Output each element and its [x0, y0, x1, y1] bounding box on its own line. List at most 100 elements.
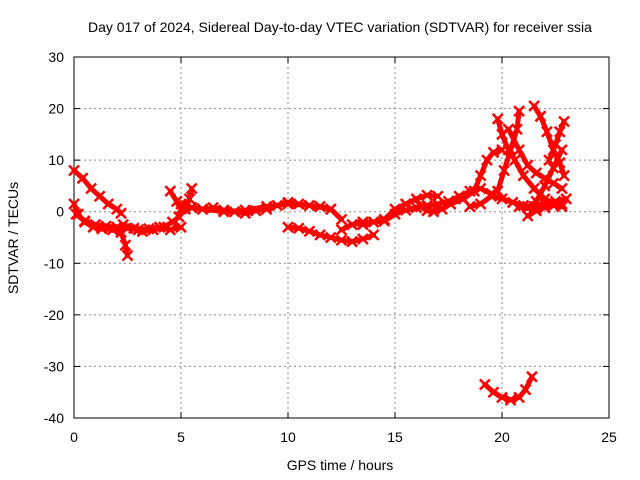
data-point — [183, 192, 196, 205]
data-point — [506, 196, 519, 209]
data-point — [421, 189, 433, 202]
data-point — [185, 201, 198, 214]
data-point — [496, 192, 508, 205]
data-point — [357, 233, 369, 245]
data-point — [175, 198, 187, 210]
data-point — [549, 138, 562, 151]
data-point — [502, 123, 515, 136]
data-point — [553, 125, 566, 138]
data-point — [76, 172, 89, 185]
x-tick-label: 10 — [280, 429, 296, 445]
data-point — [474, 169, 487, 182]
data-point — [102, 198, 115, 210]
data-point — [324, 203, 337, 216]
data-point — [117, 218, 130, 231]
data-point — [553, 156, 566, 169]
data-point — [530, 204, 543, 217]
data-point — [239, 207, 252, 220]
data-point — [217, 204, 230, 217]
data-point — [292, 198, 305, 210]
data-point — [367, 216, 380, 228]
data-point — [436, 203, 448, 216]
data-point — [558, 169, 570, 182]
data-point — [534, 110, 547, 123]
data-point — [496, 391, 508, 404]
data-point — [528, 182, 540, 195]
data-point — [164, 185, 177, 197]
y-axis-title: SDTVAR / TECUs — [5, 182, 21, 294]
y-tick-label: -10 — [44, 255, 64, 271]
data-point — [346, 235, 359, 248]
data-point — [207, 201, 219, 214]
data-point — [89, 218, 102, 231]
x-tick-label: 5 — [177, 429, 185, 445]
data-point — [427, 205, 440, 218]
data-point — [399, 204, 412, 217]
data-point — [282, 221, 294, 234]
y-tick-label: 0 — [56, 204, 64, 220]
data-point — [487, 146, 500, 159]
data-point — [468, 185, 481, 197]
x-tick-label: 15 — [387, 429, 403, 445]
data-point — [228, 205, 241, 218]
y-tick-label: 20 — [48, 101, 64, 117]
data-point — [303, 199, 316, 212]
data-point — [547, 199, 560, 212]
x-tick-label: 25 — [601, 429, 617, 445]
data-point — [410, 192, 423, 205]
data-point — [530, 195, 543, 208]
y-tick-label: -30 — [44, 358, 64, 374]
data-point — [68, 198, 80, 210]
data-point — [541, 125, 553, 138]
data-point — [504, 394, 517, 406]
data-point — [543, 154, 555, 167]
data-point — [335, 234, 348, 246]
data-point — [558, 115, 570, 128]
data-point — [157, 221, 170, 234]
data-marks — [68, 100, 573, 406]
data-point — [491, 113, 504, 125]
data-point — [530, 167, 543, 179]
data-point — [498, 164, 511, 177]
data-point — [303, 225, 316, 238]
data-point — [414, 200, 427, 213]
x-tick-label: 20 — [494, 429, 510, 445]
y-tick-label: 10 — [48, 152, 64, 168]
data-point — [556, 198, 568, 210]
data-point — [389, 208, 401, 221]
chart-title: Day 017 of 2024, Sidereal Day-to-day VTE… — [88, 19, 592, 35]
data-point — [70, 208, 83, 221]
data-point — [147, 223, 160, 236]
data-point — [292, 222, 305, 235]
data-point — [335, 223, 348, 236]
data-point — [185, 182, 198, 195]
data-point — [378, 215, 391, 227]
y-tick-label: -40 — [44, 410, 64, 426]
data-point — [556, 182, 568, 195]
data-point — [115, 207, 127, 220]
data-point — [538, 201, 551, 214]
x-tick-label: 0 — [70, 429, 78, 445]
data-point — [526, 370, 538, 383]
data-point — [504, 143, 517, 156]
data-point — [78, 215, 91, 227]
data-point — [513, 143, 526, 156]
data-point — [491, 185, 504, 197]
data-point — [464, 200, 476, 213]
data-point — [282, 196, 294, 209]
data-point — [444, 198, 457, 210]
series-arc8 — [339, 192, 441, 233]
data-point — [487, 386, 500, 399]
data-point — [121, 249, 134, 262]
data-point — [314, 200, 326, 213]
data-point — [271, 199, 284, 212]
data-point — [513, 105, 526, 118]
y-tick-label: 30 — [48, 49, 64, 65]
data-point — [517, 169, 530, 182]
data-point — [528, 100, 540, 112]
series-arc17 — [546, 119, 567, 163]
data-point — [196, 203, 209, 216]
data-point — [357, 218, 369, 231]
data-point — [511, 123, 523, 136]
data-point — [260, 203, 273, 216]
